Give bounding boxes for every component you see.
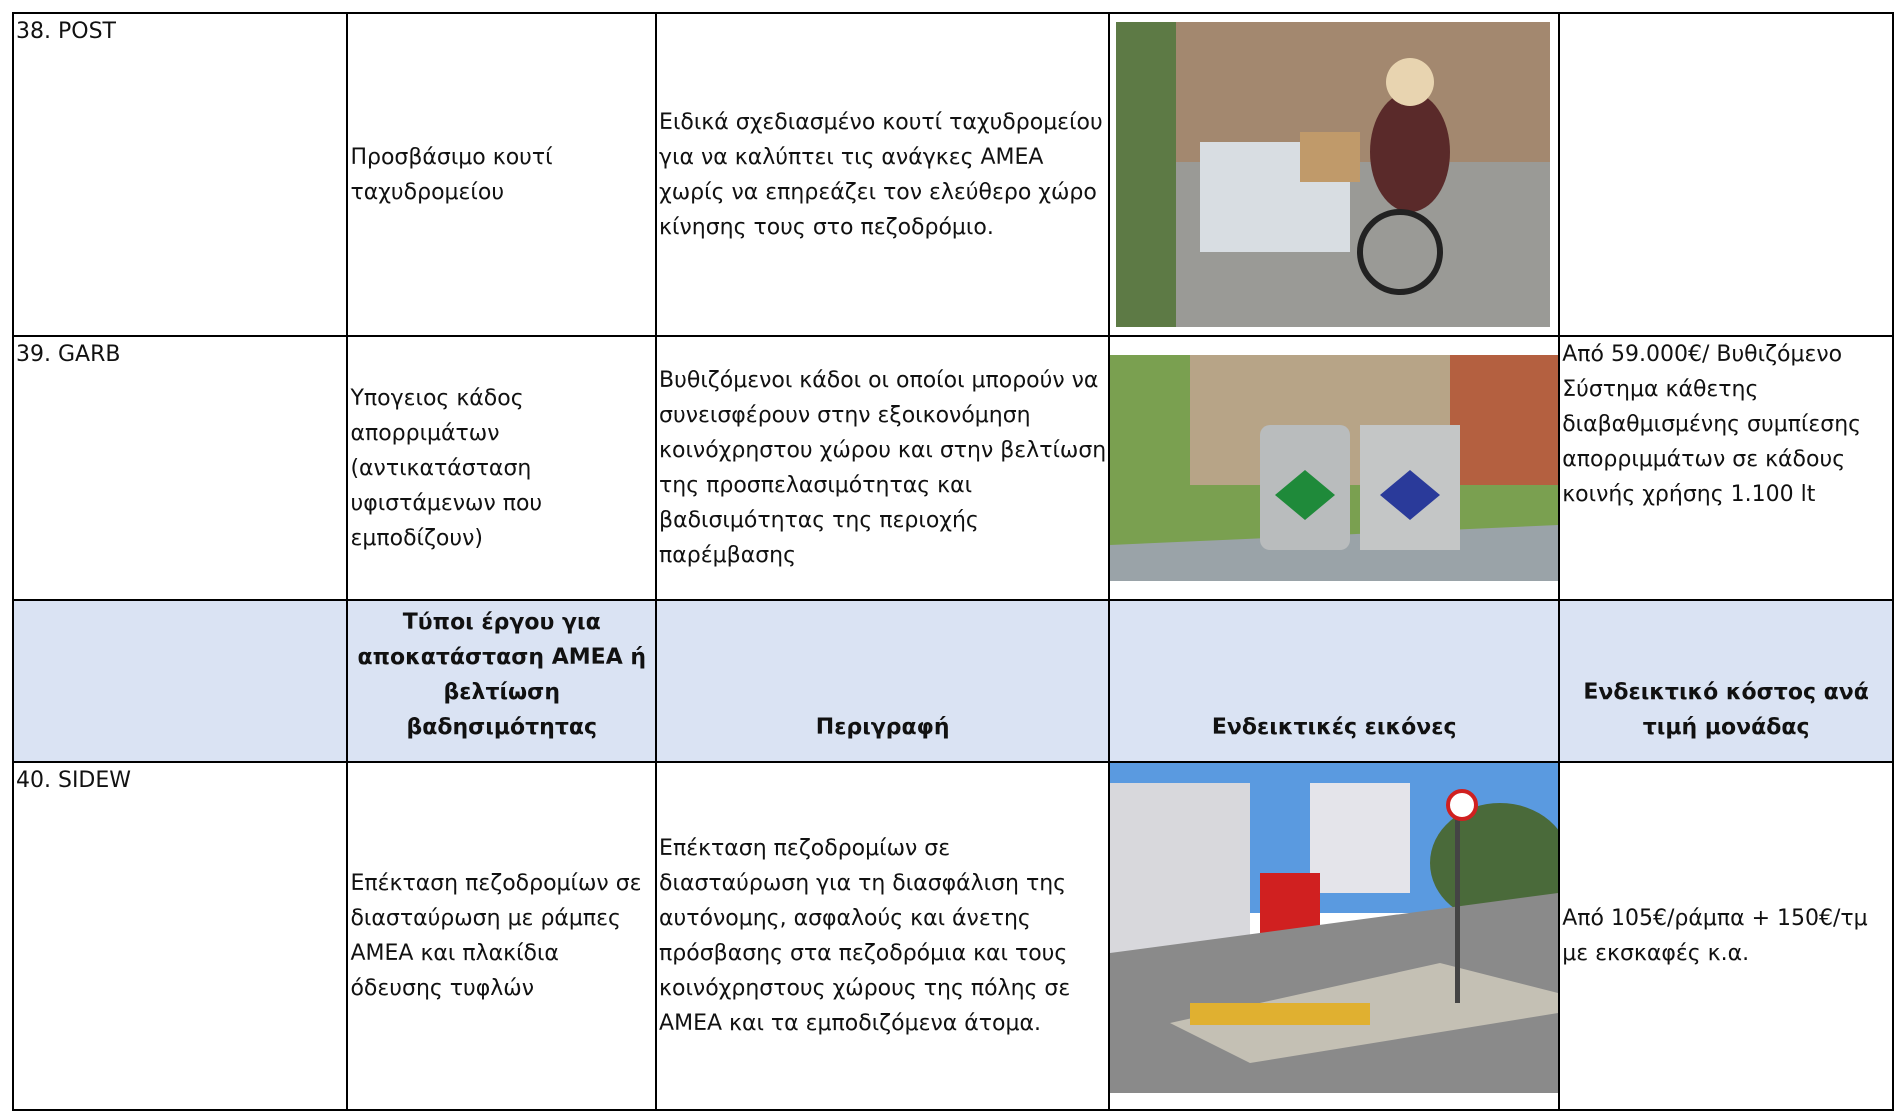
description: Επέκταση πεζοδρομίων σε διασταύρωση για … [655,761,1111,1111]
image-cell [1108,761,1561,1111]
header-empty [11,599,349,763]
project-table: 38. POST Προσβάσιμο κουτί ταχυδρομείου Ε… [11,12,1894,1111]
description: Βυθιζόμενοι κάδοι οι οποίοι μπορούν να σ… [655,335,1111,601]
code: 38. POST [11,12,349,337]
header-cell: Ενδεικτικές εικόνες [1108,599,1561,763]
image-sidewalk [1111,764,1558,1093]
cost: Από 105€/ράμπα + 150€/τμ με εκσκαφές κ.α… [1558,761,1894,1111]
image-post [1116,22,1551,327]
description: Ειδικά σχεδιασμένο κουτί ταχυδρομείου γι… [655,12,1111,337]
cost-empty [1558,12,1894,337]
type: Προσβάσιμο κουτί ταχυδρομείου [346,12,658,337]
image-cell [1108,335,1561,601]
header-cell: Ενδεικτικό κόστος ανά τιμή μονάδας [1558,599,1894,763]
header-cell: Τύποι έργου για αποκατάσταση ΑΜΕΑ ή βελτ… [346,599,658,763]
header-row: Τύποι έργου για αποκατάσταση ΑΜΕΑ ή βελτ… [11,599,1894,763]
image-garbage [1111,355,1558,581]
type: Επέκταση πεζοδρομίων σε διασταύρωση με ρ… [346,761,658,1111]
cost: Από 59.000€/ Βυθιζόμενο Σύστημα κάθετης … [1558,335,1894,601]
row: 39. GARB Υπογειος κάδος απορριμάτων (αντ… [11,335,1894,601]
row: 40. SIDEW Επέκταση πεζοδρομίων σε διαστα… [11,761,1894,1111]
row: 38. POST Προσβάσιμο κουτί ταχυδρομείου Ε… [11,12,1894,337]
type: Υπογειος κάδος απορριμάτων (αντικατάστασ… [346,335,658,601]
code: 39. GARB [11,335,349,601]
image-cell [1108,12,1561,337]
header-cell: Περιγραφή [655,599,1111,763]
code: 40. SIDEW [11,761,349,1111]
